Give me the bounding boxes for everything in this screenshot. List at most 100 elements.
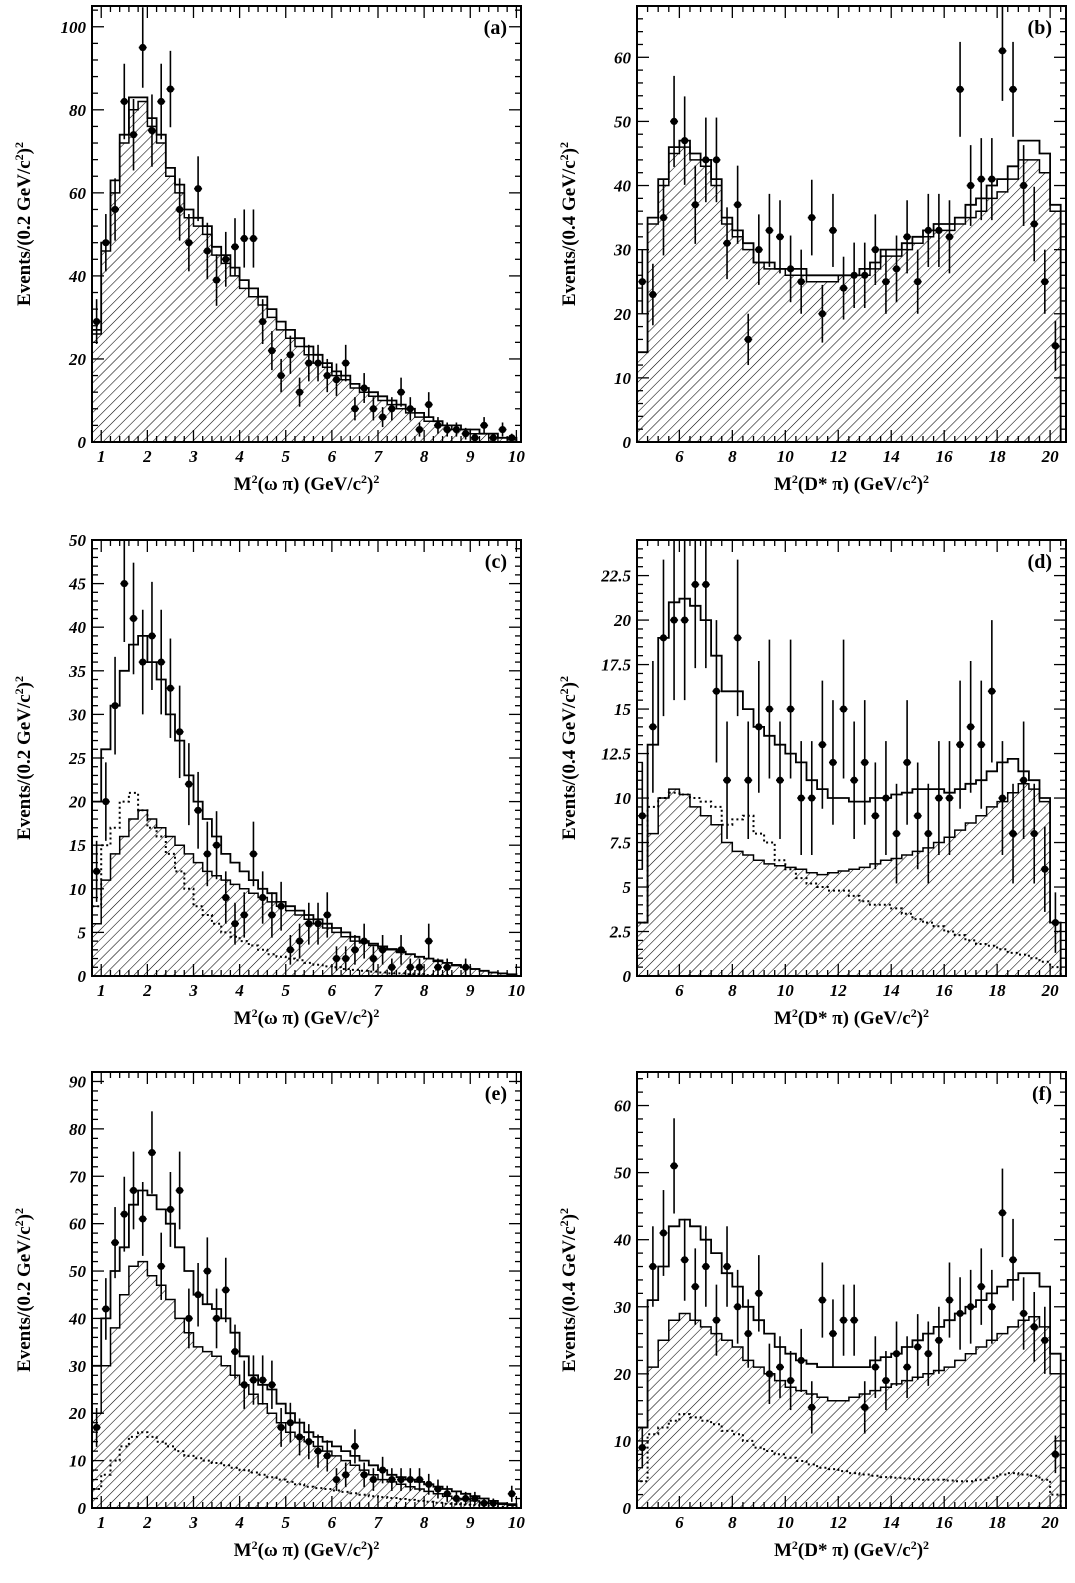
data-point	[914, 278, 922, 286]
data-point	[434, 421, 442, 429]
data-point	[332, 376, 341, 384]
data-point	[659, 213, 668, 222]
data-point	[1020, 181, 1028, 190]
data-point	[332, 954, 341, 963]
data-point	[406, 405, 414, 413]
data-point	[166, 684, 175, 692]
data-point	[670, 616, 678, 624]
data-point	[734, 201, 742, 209]
data-point	[967, 1303, 975, 1311]
data-point	[277, 371, 285, 380]
data-point	[829, 226, 837, 235]
data-point	[194, 185, 202, 193]
data-point	[839, 1316, 848, 1324]
x-tick-label: 14	[883, 981, 900, 1000]
data-point	[406, 1475, 414, 1484]
x-tick-label: 16	[936, 447, 954, 466]
x-tick-label: 3	[188, 981, 198, 1000]
x-tick-label: 6	[328, 981, 337, 1000]
data-point	[249, 1376, 258, 1384]
x-tick-label: 10	[777, 447, 795, 466]
data-point	[776, 233, 784, 241]
data-point	[882, 794, 890, 802]
data-point	[139, 1215, 147, 1223]
data-point	[185, 1314, 193, 1323]
data-point	[443, 1490, 451, 1498]
x-tick-label: 6	[675, 1513, 684, 1532]
dotted-histogram	[92, 1431, 518, 1508]
y-tick-label: 10	[69, 1452, 87, 1471]
data-point	[323, 1452, 331, 1460]
data-point	[1041, 1336, 1049, 1344]
data-point	[323, 371, 331, 380]
x-tick-label: 10	[777, 1513, 795, 1532]
data-point	[1051, 919, 1060, 927]
data-point	[723, 239, 731, 247]
x-tick-label: 18	[989, 981, 1007, 1000]
x-tick-label: 4	[234, 981, 244, 1000]
x-tick-label: 7	[374, 447, 384, 466]
data-point	[166, 85, 175, 93]
x-tick-label: 10	[777, 981, 795, 1000]
panel-d: 6 8 10 12 14 16 18 20 0 2.5 5 7.5 10 12.5 15 17.5 20 22.5…	[557, 539, 1067, 1029]
data-point	[148, 632, 156, 640]
y-tick-label: 40	[613, 177, 632, 196]
data-point	[998, 1209, 1007, 1217]
data-point	[498, 425, 507, 434]
data-point	[1041, 865, 1049, 873]
data-point	[148, 1148, 156, 1157]
data-point	[659, 1229, 668, 1237]
data-point	[638, 278, 646, 286]
y-tick-label: 0	[623, 1499, 632, 1518]
data-point	[295, 937, 304, 945]
data-point	[935, 226, 943, 235]
data-point	[397, 946, 405, 954]
y-tick-label: 90	[69, 1072, 87, 1091]
data-point	[462, 963, 470, 971]
x-tick-label: 4	[234, 1513, 244, 1532]
data-point	[212, 1314, 221, 1323]
x-tick-label: 20	[1041, 1513, 1060, 1532]
data-point	[443, 963, 451, 971]
data-point	[222, 255, 230, 263]
data-point	[351, 946, 359, 954]
x-tick-label: 6	[675, 981, 684, 1000]
y-tick-label: 60	[614, 1097, 632, 1116]
y-tick-label: 40	[613, 1231, 632, 1250]
x-tick-label: 16	[936, 1513, 954, 1532]
data-point	[903, 1363, 911, 1371]
panel-f: 6 8 10 12 14 16 18 20 0 10 20 30 40 50 60 (f) M2(D* π) (…	[557, 1071, 1067, 1561]
data-point	[120, 1210, 128, 1218]
x-tick-label: 8	[420, 447, 429, 466]
data-point	[914, 812, 922, 820]
data-point	[776, 776, 784, 784]
data-point	[259, 1376, 267, 1384]
y-tick-label: 15	[614, 700, 632, 719]
y-tick-label: 80	[69, 1120, 87, 1139]
data-point	[829, 758, 837, 767]
x-tick-label: 20	[1041, 981, 1060, 1000]
y-tick-label: 20	[613, 1365, 632, 1384]
data-point	[471, 434, 479, 442]
plot-area	[637, 1118, 1062, 1508]
data-point	[786, 1376, 795, 1385]
y-tick-label: 40	[68, 618, 87, 637]
data-point	[1020, 776, 1028, 784]
y-tick-label: 20	[68, 793, 87, 812]
x-tick-label: 9	[466, 1513, 475, 1532]
data-point	[249, 850, 258, 858]
data-point	[998, 47, 1007, 55]
data-point	[649, 290, 657, 299]
data-point	[744, 776, 752, 784]
plot-area	[92, 1111, 518, 1508]
data-point	[351, 405, 359, 413]
data-point	[434, 1485, 442, 1493]
data-point	[903, 758, 911, 767]
data-point	[129, 1186, 138, 1195]
y-tick-label: 15	[69, 836, 87, 855]
data-point	[988, 1303, 996, 1311]
solid-histogram	[637, 1218, 1062, 1508]
data-point	[649, 723, 657, 731]
data-point	[462, 430, 470, 438]
data-point	[176, 728, 184, 736]
